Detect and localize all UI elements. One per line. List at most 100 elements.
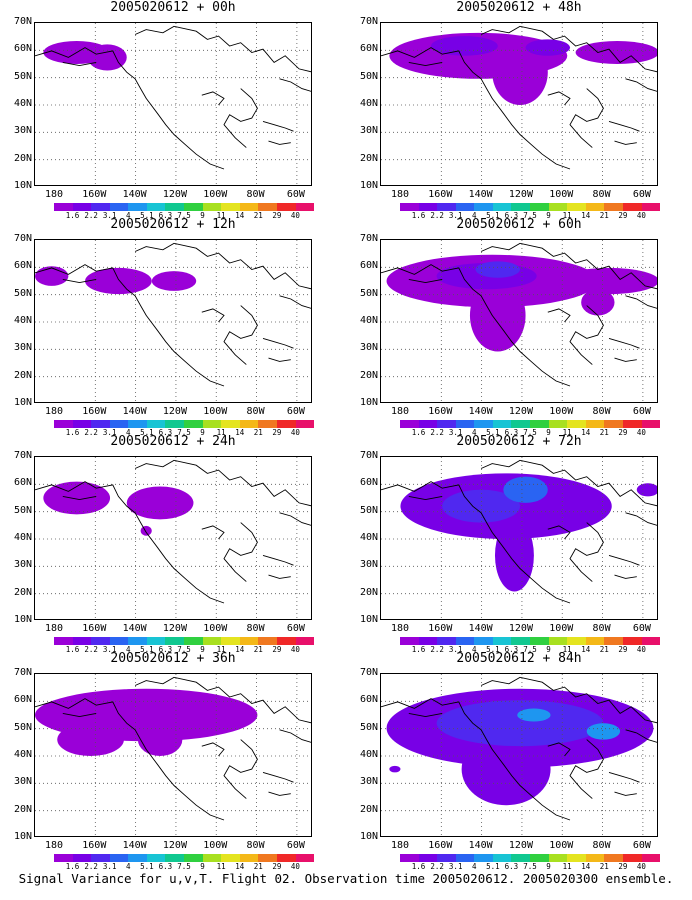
variance-contour	[492, 39, 548, 105]
latitude-label: 30N	[13, 125, 32, 137]
coastline	[614, 574, 637, 579]
longitude-label: 160W	[428, 189, 453, 200]
colorbar-swatch	[258, 854, 277, 862]
colorbar-label: 14	[581, 428, 591, 437]
coastline	[547, 308, 571, 323]
colorbar-swatch	[530, 203, 549, 211]
colorbar-label: 14	[581, 645, 591, 654]
colorbar-swatch	[585, 854, 605, 862]
colorbar-swatch	[184, 420, 203, 428]
colorbar-swatch	[109, 420, 129, 428]
colorbar-label: 5.1	[486, 428, 500, 437]
colorbar-label: 14	[235, 428, 245, 437]
colorbar-swatch	[641, 420, 661, 428]
longitude-label: 120W	[162, 623, 187, 634]
latitude-label: 70N	[359, 233, 378, 244]
colorbar-swatch	[221, 420, 240, 428]
colorbar	[54, 420, 315, 428]
coastline	[279, 729, 311, 743]
colorbar-swatch	[72, 854, 92, 862]
colorbar-label: 7.5	[523, 862, 537, 871]
latitude-label: 60N	[13, 43, 32, 55]
panel-title: 2005020612 + 72h	[456, 434, 582, 449]
colorbar-swatch	[585, 203, 605, 211]
longitude-label: 120W	[508, 406, 533, 417]
longitude-label: 100W	[203, 623, 228, 634]
colorbar-label: 9	[546, 862, 551, 871]
variance-contour	[137, 723, 183, 756]
variance-contour	[503, 476, 548, 503]
colorbar-swatch	[202, 420, 222, 428]
coastline	[480, 459, 657, 507]
colorbar-swatch	[437, 203, 456, 211]
longitude-label: 60W	[286, 840, 305, 851]
colorbar-label: 3.1	[448, 428, 463, 437]
colorbar-swatch	[548, 637, 568, 645]
map-canvas	[35, 23, 311, 185]
longitude-label: 180	[390, 840, 410, 851]
longitude-label: 180	[44, 406, 64, 417]
colorbar-swatch	[165, 637, 185, 645]
coastline	[408, 61, 443, 67]
coastline	[223, 739, 258, 799]
colorbar-label: 3.1	[102, 862, 117, 871]
longitude-label: 160W	[428, 623, 453, 634]
latitude-label: 40N	[359, 98, 378, 109]
coastline	[62, 278, 97, 284]
colorbar-label: 6.3	[158, 428, 173, 437]
colorbar-label: 40	[290, 645, 300, 654]
coastline	[569, 88, 604, 148]
colorbar-label: 1.6	[65, 645, 80, 654]
longitude-label: 120W	[508, 840, 533, 851]
colorbar-label: 4	[126, 428, 131, 437]
colorbar-swatch	[437, 854, 456, 862]
colorbar-swatch	[109, 203, 129, 211]
coastline	[614, 357, 637, 362]
coastline	[279, 512, 311, 526]
colorbar-swatch	[604, 203, 623, 211]
colorbar-swatch	[604, 420, 623, 428]
colorbar-swatch	[146, 203, 166, 211]
latitude-label: 50N	[13, 70, 32, 82]
coastline	[480, 25, 657, 73]
longitude-label: 120W	[162, 189, 187, 200]
longitude-label: 80W	[246, 623, 265, 634]
coastline	[201, 525, 225, 540]
longitude-label: 140W	[468, 840, 493, 851]
colorbar-label: 6.3	[504, 428, 519, 437]
variance-contour	[586, 723, 621, 740]
colorbar-label: 14	[581, 862, 591, 871]
longitude-label: 80W	[592, 840, 611, 851]
variance-contour	[85, 267, 152, 295]
latitude-label: 40N	[13, 532, 32, 543]
colorbar-label: 4	[472, 428, 477, 437]
colorbar-label: 11	[562, 211, 572, 220]
map-frame	[380, 22, 658, 186]
latitude-label: 40N	[13, 315, 32, 326]
variance-contour	[389, 765, 401, 773]
colorbar-label: 40	[636, 211, 646, 220]
variance-contour	[43, 481, 111, 515]
colorbar-label: 29	[272, 211, 282, 220]
colorbar-label: 6.3	[504, 211, 519, 220]
longitude-label: 160W	[82, 406, 107, 417]
colorbar-swatch	[54, 854, 73, 862]
map-canvas	[381, 674, 657, 836]
coastline	[625, 512, 657, 526]
variance-contour	[517, 708, 551, 722]
colorbar-swatch	[492, 637, 512, 645]
variance-contour	[581, 289, 615, 316]
colorbar-swatch	[258, 420, 277, 428]
latitude-label: 20N	[359, 803, 378, 815]
latitude-label: 60N	[359, 260, 378, 272]
colorbar-swatch	[641, 637, 661, 645]
longitude-label: 120W	[508, 189, 533, 200]
colorbar-label: 21	[599, 645, 609, 654]
colorbar-swatch	[72, 637, 92, 645]
colorbar-swatch	[418, 854, 438, 862]
coastline	[480, 676, 657, 724]
colorbar-swatch	[54, 637, 73, 645]
coastline	[569, 305, 604, 365]
longitude-label: 140W	[468, 623, 493, 634]
colorbar-swatch	[72, 420, 92, 428]
